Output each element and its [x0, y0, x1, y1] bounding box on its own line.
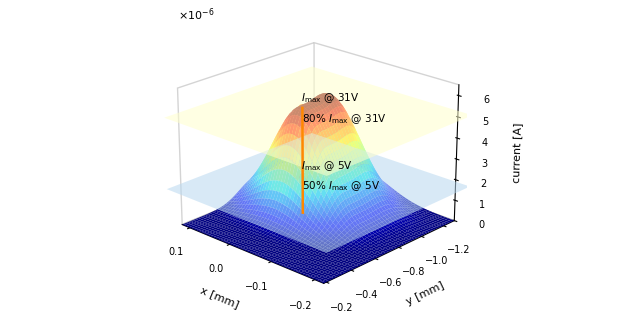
- Text: $\times 10^{-6}$: $\times 10^{-6}$: [177, 7, 214, 23]
- X-axis label: x [mm]: x [mm]: [199, 284, 240, 309]
- Y-axis label: y [mm]: y [mm]: [404, 280, 445, 307]
